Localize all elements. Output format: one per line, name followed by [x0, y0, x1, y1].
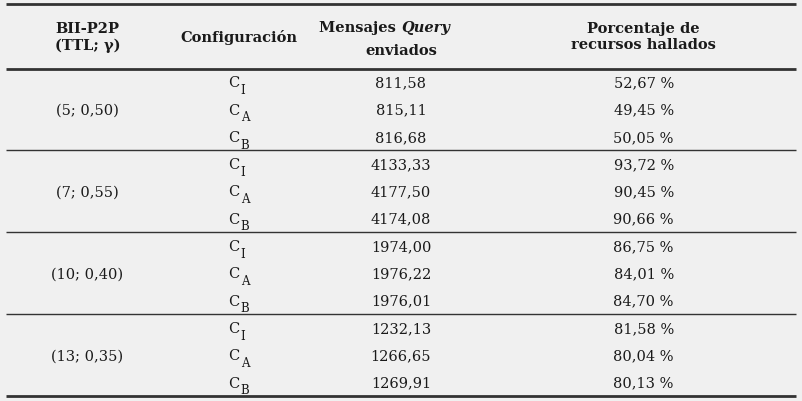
Text: 4174,08: 4174,08: [371, 212, 431, 226]
Text: 50,05 %: 50,05 %: [614, 130, 674, 144]
Text: 811,58: 811,58: [375, 76, 427, 90]
Text: I: I: [241, 329, 245, 342]
Text: A: A: [241, 111, 249, 124]
Text: 49,45 %: 49,45 %: [614, 103, 674, 117]
Text: Query: Query: [401, 21, 450, 35]
Text: 90,66 %: 90,66 %: [614, 212, 674, 226]
Text: 816,68: 816,68: [375, 130, 427, 144]
Text: 1232,13: 1232,13: [371, 321, 431, 335]
Text: 52,67 %: 52,67 %: [614, 76, 674, 90]
Text: 81,58 %: 81,58 %: [614, 321, 674, 335]
Text: 93,72 %: 93,72 %: [614, 158, 674, 172]
Text: 84,01 %: 84,01 %: [614, 267, 674, 281]
Text: C: C: [228, 158, 239, 172]
Text: B: B: [241, 138, 249, 151]
Text: 84,70 %: 84,70 %: [614, 294, 674, 308]
Text: C: C: [228, 130, 239, 144]
Text: I: I: [241, 247, 245, 260]
Text: 1974,00: 1974,00: [371, 239, 431, 253]
Text: C: C: [228, 376, 239, 389]
Text: 90,45 %: 90,45 %: [614, 185, 674, 199]
Text: C: C: [228, 76, 239, 90]
Text: C: C: [228, 239, 239, 253]
Text: C: C: [228, 348, 239, 363]
Text: C: C: [228, 103, 239, 117]
Text: I: I: [241, 166, 245, 178]
Text: 80,13 %: 80,13 %: [614, 376, 674, 389]
Text: C: C: [228, 185, 239, 199]
Text: Configuración: Configuración: [180, 30, 298, 45]
Text: 1976,01: 1976,01: [371, 294, 431, 308]
Text: 1269,91: 1269,91: [371, 376, 431, 389]
Text: C: C: [228, 321, 239, 335]
Text: B: B: [241, 383, 249, 396]
Text: I: I: [241, 84, 245, 97]
Text: 1266,65: 1266,65: [371, 348, 431, 363]
Text: A: A: [241, 274, 249, 288]
Text: Mensajes: Mensajes: [319, 21, 401, 35]
Text: Porcentaje de
recursos hallados: Porcentaje de recursos hallados: [571, 22, 716, 52]
Text: C: C: [228, 267, 239, 281]
Text: enviados: enviados: [365, 45, 437, 58]
Text: 1976,22: 1976,22: [371, 267, 431, 281]
Text: 815,11: 815,11: [375, 103, 427, 117]
Text: (5; 0,50): (5; 0,50): [56, 103, 119, 117]
Text: B: B: [241, 302, 249, 314]
Text: BII-P2P
(TTL; γ): BII-P2P (TTL; γ): [55, 22, 120, 53]
Text: B: B: [241, 220, 249, 233]
Text: (10; 0,40): (10; 0,40): [51, 267, 124, 281]
Text: 86,75 %: 86,75 %: [614, 239, 674, 253]
Text: 4177,50: 4177,50: [371, 185, 431, 199]
Text: C: C: [228, 212, 239, 226]
Text: (7; 0,55): (7; 0,55): [56, 185, 119, 199]
Text: A: A: [241, 192, 249, 206]
Text: A: A: [241, 356, 249, 369]
Text: 4133,33: 4133,33: [371, 158, 431, 172]
Text: C: C: [228, 294, 239, 308]
Text: 80,04 %: 80,04 %: [614, 348, 674, 363]
Text: (13; 0,35): (13; 0,35): [51, 348, 124, 363]
